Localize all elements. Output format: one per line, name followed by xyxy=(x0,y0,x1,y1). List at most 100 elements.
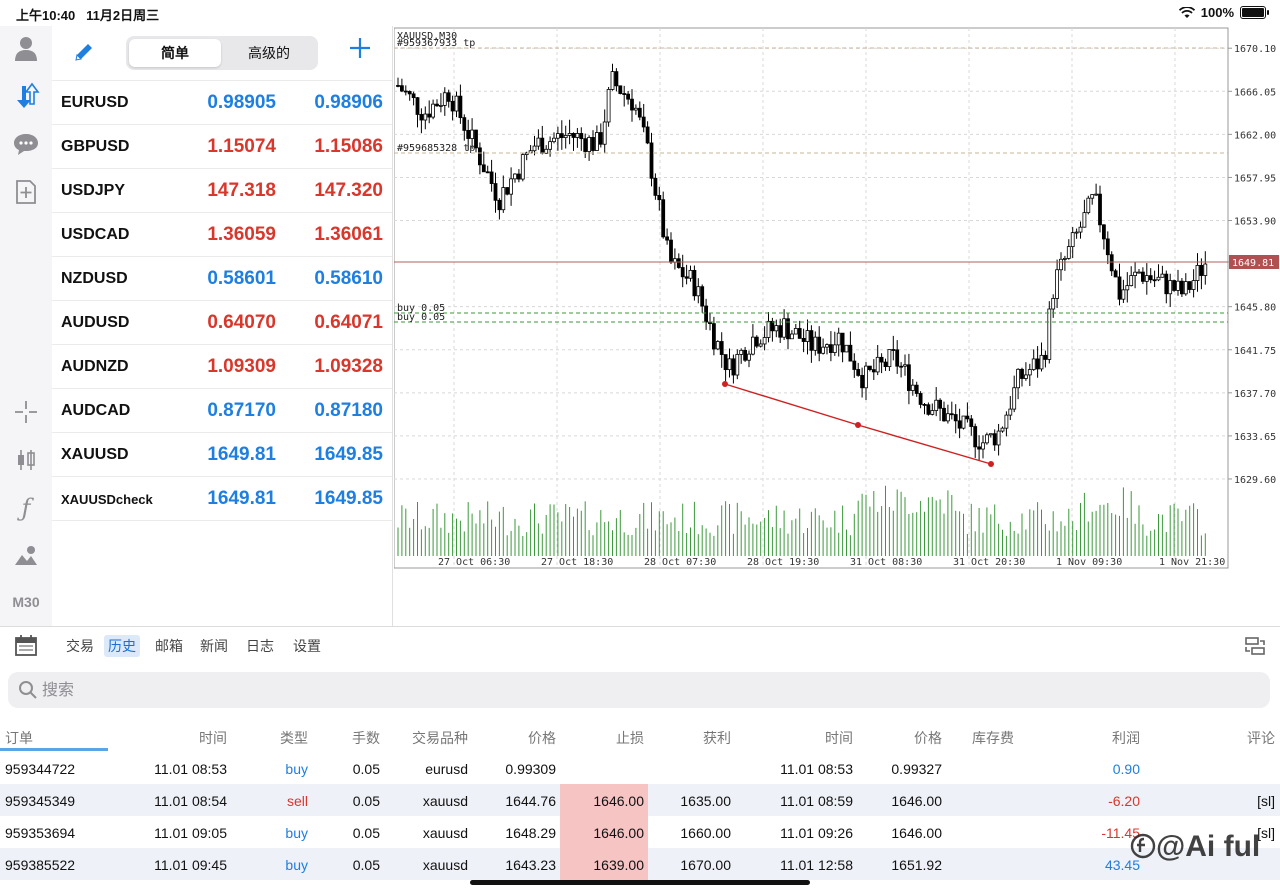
candle-body xyxy=(809,330,814,351)
edit-pencil-icon[interactable] xyxy=(72,40,98,66)
candle-body xyxy=(407,91,412,95)
chart-svg[interactable]: 1670.10 1666.05 1662.00 1657.95 1653.90 1649.… xyxy=(393,26,1280,626)
quote-row[interactable]: USDJPY 147.318 147.320 xyxy=(52,168,392,213)
col-order[interactable]: 订单 xyxy=(5,730,33,746)
order-cell: 959353694 xyxy=(5,825,76,841)
candle-body xyxy=(973,426,978,448)
bottom-tabs-bar: 交易 历史 邮箱 新闻 日志 设置 xyxy=(0,626,1280,665)
y-tick-label: 1662.00 xyxy=(1234,130,1276,141)
indicators-icon[interactable]: ƒ xyxy=(21,494,31,522)
y-tick-label: 1633.65 xyxy=(1234,432,1276,443)
open-price-cell: 1644.76 xyxy=(505,793,556,809)
candle-body xyxy=(439,104,443,107)
status-time: 上午10:40 11月2日周三 xyxy=(16,8,160,23)
price-chart[interactable]: 1670.10 1666.05 1662.00 1657.95 1653.90 1649.… xyxy=(393,26,1280,626)
candle-body xyxy=(1078,226,1083,233)
col-open-time[interactable]: 时间 xyxy=(199,730,227,746)
candle-body xyxy=(977,446,981,450)
timeframe-button[interactable]: M30 xyxy=(12,594,40,610)
left-toolbar: ƒ M30 xyxy=(0,26,52,626)
quote-list-empty xyxy=(52,520,392,627)
col-lots[interactable]: 手数 xyxy=(352,730,380,746)
candle-body xyxy=(474,129,478,149)
table-row[interactable]: 959385522 11.01 09:45 buy 0.05 xauusd 1643.23… xyxy=(0,848,1280,880)
tab-journal[interactable]: 日志 xyxy=(246,638,274,654)
buy-label-1: buy 0.05 xyxy=(397,303,445,314)
candle-body xyxy=(442,92,447,106)
quote-row[interactable]: XAUUSD 1649.81 1649.85 xyxy=(52,432,392,477)
quote-row[interactable]: GBPUSD 1.15074 1.15086 xyxy=(52,124,392,169)
candle-body xyxy=(867,365,872,370)
table-row[interactable]: 959345349 11.01 08:54 sell 0.05 xauusd 1644.7… xyxy=(0,784,1280,816)
candle-body xyxy=(1144,275,1149,282)
layout-toggle-icon[interactable] xyxy=(1244,635,1266,657)
col-close-time[interactable]: 时间 xyxy=(825,730,853,746)
new-order-icon[interactable] xyxy=(10,176,42,208)
col-profit[interactable]: 利润 xyxy=(1112,730,1140,746)
tab-news[interactable]: 新闻 xyxy=(200,638,228,654)
col-tp[interactable]: 获利 xyxy=(703,730,731,746)
search-input[interactable] xyxy=(40,678,644,704)
candle-body xyxy=(766,320,771,338)
profit-cell: 0.90 xyxy=(1112,761,1140,777)
symbol-cell: eurusd xyxy=(425,761,468,777)
quote-bid: 1.15074 xyxy=(207,136,276,157)
quote-row[interactable]: AUDUSD 0.64070 0.64071 xyxy=(52,300,392,345)
candle-body xyxy=(431,103,435,118)
add-symbol-button[interactable] xyxy=(348,36,372,66)
col-sl[interactable]: 止损 xyxy=(616,730,644,746)
candle-body xyxy=(907,364,911,391)
candle-body xyxy=(536,137,541,147)
col-symbol[interactable]: 交易品种 xyxy=(412,730,468,746)
candle-body xyxy=(481,164,486,173)
candlestick-icon[interactable] xyxy=(10,444,42,476)
tab-settings[interactable]: 设置 xyxy=(293,638,321,654)
candle-body xyxy=(778,325,783,338)
col-open-price[interactable]: 价格 xyxy=(528,730,556,746)
candle-body xyxy=(458,95,463,119)
candle-body xyxy=(1000,427,1005,432)
candle-body xyxy=(1137,271,1141,274)
quote-row[interactable]: AUDCAD 0.87170 0.87180 xyxy=(52,388,392,433)
candle-body xyxy=(435,103,439,107)
col-close-price[interactable]: 价格 xyxy=(914,730,942,746)
candle-body xyxy=(1129,275,1134,287)
candle-body xyxy=(676,258,681,268)
candle-body xyxy=(575,133,580,138)
candle-body xyxy=(844,344,849,353)
table-row[interactable]: 959344722 11.01 08:53 buy 0.05 eurusd 0.99309… xyxy=(0,752,1280,784)
order-cell: 959345349 xyxy=(5,793,76,809)
battery-percent: 100% xyxy=(1200,5,1234,20)
view-mode-segmented: 简单 高级的 xyxy=(126,36,318,70)
objects-icon[interactable] xyxy=(10,540,42,572)
candle-body xyxy=(571,133,576,138)
buy-label-2: buy 0.05 xyxy=(397,312,445,323)
quote-row[interactable]: USDCAD 1.36059 1.36061 xyxy=(52,212,392,257)
candle-body xyxy=(446,92,451,102)
candle-body xyxy=(1156,276,1161,281)
sl-highlight xyxy=(560,848,648,880)
tab-history[interactable]: 历史 xyxy=(104,635,140,657)
quote-row[interactable]: NZDUSD 0.58601 0.58610 xyxy=(52,256,392,301)
col-type[interactable]: 类型 xyxy=(280,730,308,746)
tab-mailbox[interactable]: 邮箱 xyxy=(155,638,183,654)
quote-row[interactable]: AUDNZD 1.09309 1.09328 xyxy=(52,344,392,389)
trade-arrows-icon[interactable] xyxy=(10,80,42,112)
segment-advanced[interactable]: 高级的 xyxy=(248,45,290,61)
candle-body xyxy=(852,360,857,370)
quote-ask: 1649.85 xyxy=(314,488,383,509)
account-icon[interactable] xyxy=(10,32,42,64)
quote-row[interactable]: XAUUSDcheck 1649.81 1649.85 xyxy=(52,476,392,521)
table-row[interactable]: 959353694 11.01 09:05 buy 0.05 xauusd 1648.29… xyxy=(0,816,1280,848)
quote-row[interactable]: EURUSD 0.98905 0.98906 xyxy=(52,80,392,125)
segment-simple[interactable]: 简单 xyxy=(129,39,221,67)
col-comment[interactable]: 评论 xyxy=(1247,730,1275,746)
tab-trade[interactable]: 交易 xyxy=(66,638,94,654)
crosshair-icon[interactable] xyxy=(10,396,42,428)
col-swap[interactable]: 库存费 xyxy=(972,730,1014,746)
candle-body xyxy=(801,338,806,342)
candle-body xyxy=(489,171,494,184)
chat-icon[interactable] xyxy=(10,128,42,160)
calendar-icon[interactable] xyxy=(14,634,38,656)
quote-bid: 0.58601 xyxy=(207,268,276,289)
